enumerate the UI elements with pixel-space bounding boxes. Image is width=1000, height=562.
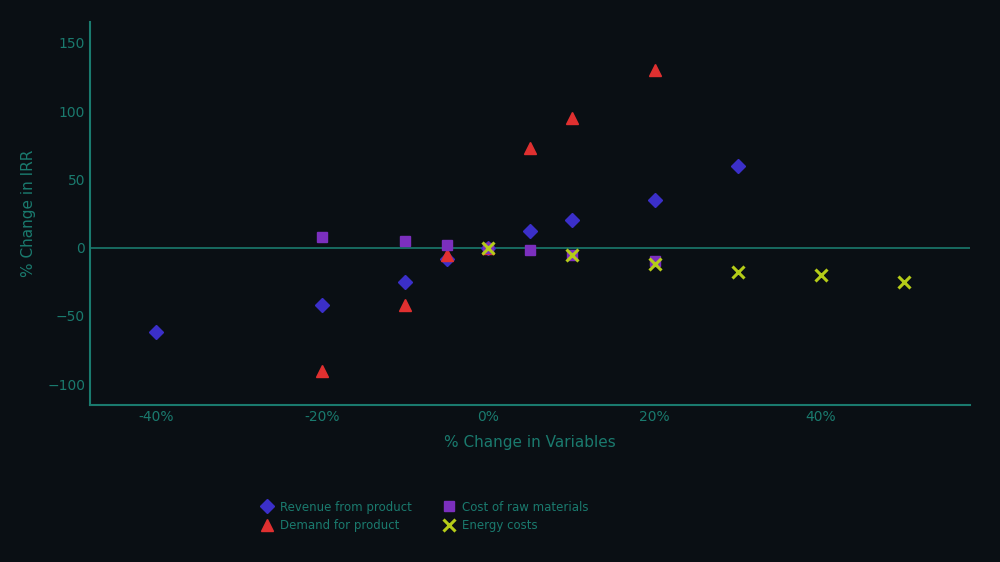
Cost of raw materials <box>566 251 578 258</box>
Demand for product <box>482 244 494 251</box>
Energy costs <box>566 251 578 258</box>
Line: Cost of raw materials: Cost of raw materials <box>318 232 659 266</box>
Revenue from product <box>441 255 453 262</box>
Y-axis label: % Change in IRR: % Change in IRR <box>21 150 36 277</box>
Demand for product <box>399 302 411 309</box>
X-axis label: % Change in Variables: % Change in Variables <box>444 434 616 450</box>
Demand for product <box>524 144 536 151</box>
Demand for product <box>441 251 453 258</box>
Line: Demand for product: Demand for product <box>316 64 661 377</box>
Revenue from product <box>524 228 536 235</box>
Cost of raw materials <box>441 242 453 248</box>
Line: Revenue from product: Revenue from product <box>152 161 742 337</box>
Demand for product <box>316 367 328 374</box>
Energy costs <box>898 278 910 285</box>
Cost of raw materials <box>482 244 494 251</box>
Revenue from product <box>566 217 578 224</box>
Revenue from product <box>649 197 661 203</box>
Cost of raw materials <box>316 233 328 240</box>
Energy costs <box>649 261 661 268</box>
Demand for product <box>566 115 578 121</box>
Line: Energy costs: Energy costs <box>482 242 910 288</box>
Cost of raw materials <box>649 258 661 265</box>
Revenue from product <box>316 302 328 309</box>
Energy costs <box>815 271 827 278</box>
Cost of raw materials <box>399 238 411 244</box>
Energy costs <box>732 269 744 275</box>
Demand for product <box>649 67 661 74</box>
Legend: Revenue from product, Demand for product, Cost of raw materials, Energy costs: Revenue from product, Demand for product… <box>254 495 594 538</box>
Cost of raw materials <box>524 247 536 254</box>
Revenue from product <box>150 329 162 336</box>
Energy costs <box>482 244 494 251</box>
Revenue from product <box>732 162 744 169</box>
Revenue from product <box>482 244 494 251</box>
Revenue from product <box>399 278 411 285</box>
